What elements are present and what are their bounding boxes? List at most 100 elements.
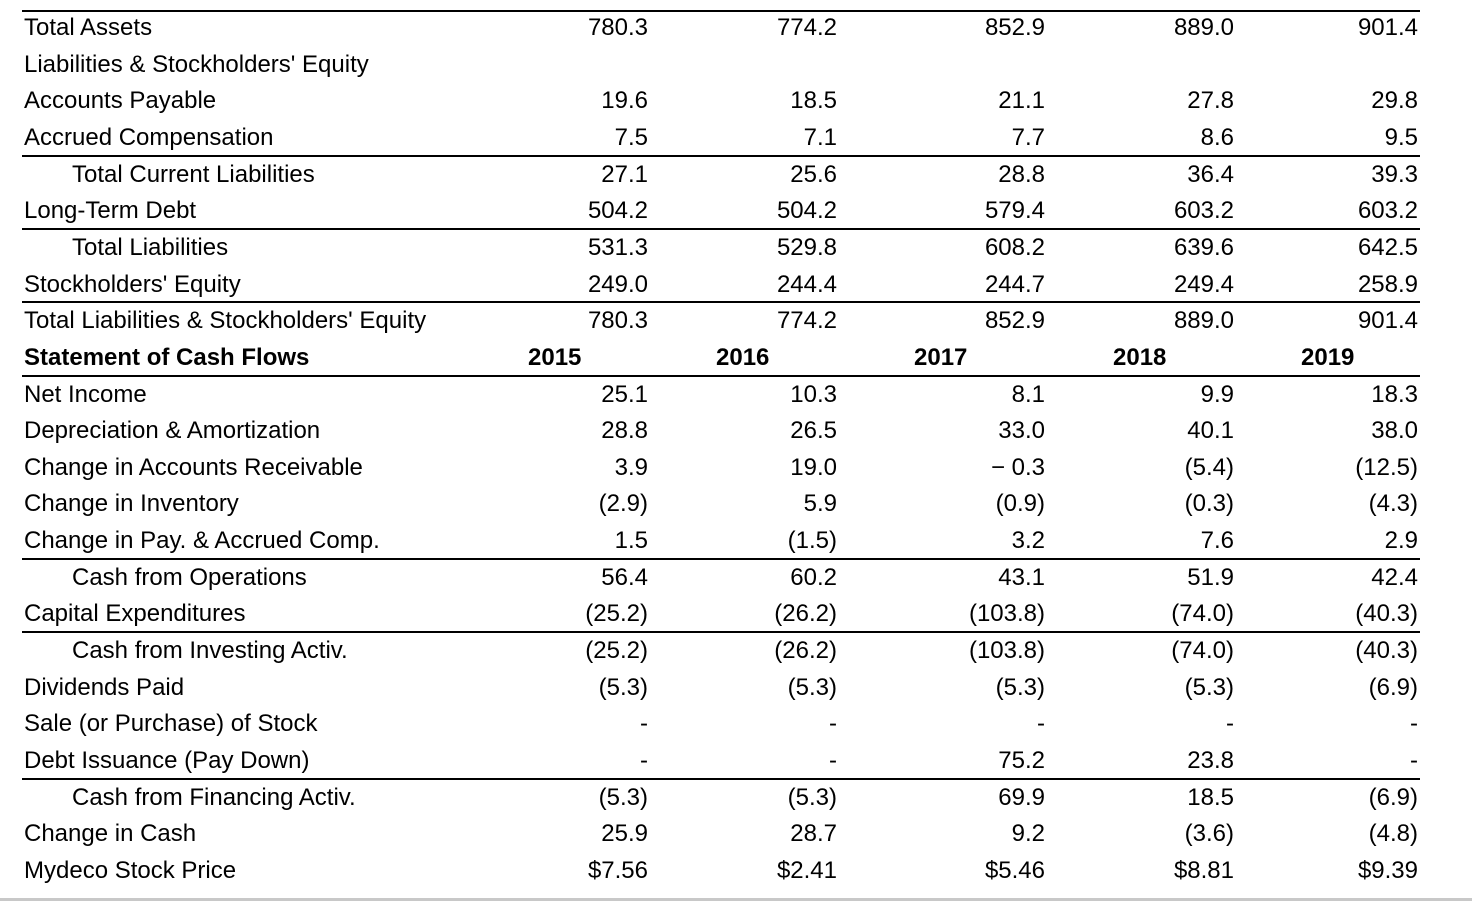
cell-value: (3.6) <box>1184 820 1234 848</box>
cell-value: 28.7 <box>790 820 837 848</box>
cell-value: 8.6 <box>1200 123 1234 151</box>
cell-value: 69.9 <box>998 783 1045 811</box>
cell-value: 26.5 <box>790 417 837 445</box>
cell-value: 27.1 <box>601 160 648 188</box>
cell-value: - <box>829 710 837 738</box>
row-label: Liabilities & Stockholders' Equity <box>24 50 369 78</box>
row-label: Long-Term Debt <box>24 197 197 225</box>
rule <box>22 227 1420 230</box>
cell-value: (5.3) <box>598 783 648 811</box>
rule <box>22 10 1420 12</box>
cell-value: (26.2) <box>774 600 837 628</box>
cell-value: (2.9) <box>598 490 648 518</box>
cell-value: 42.4 <box>1371 563 1418 591</box>
cell-value: (25.2) <box>585 600 648 628</box>
cell-value: (6.9) <box>1368 783 1418 811</box>
cell-value: 36.4 <box>1187 160 1234 188</box>
cell-value: 249.0 <box>587 270 648 298</box>
cell-value: 603.2 <box>1173 197 1234 225</box>
cell-value: 639.6 <box>1173 233 1234 261</box>
cell-value: 21.1 <box>998 87 1045 115</box>
year-header: 2015 <box>528 343 582 371</box>
rule <box>22 301 1420 304</box>
cell-value: 504.2 <box>776 197 837 225</box>
row-label: Total Current Liabilities <box>72 160 315 188</box>
cell-value: 27.8 <box>1187 87 1234 115</box>
row-label: Change in Pay. & Accrued Comp. <box>24 527 380 555</box>
cell-value: (5.3) <box>787 673 837 701</box>
cell-value: 901.4 <box>1357 14 1418 41</box>
cell-value: 25.6 <box>790 160 837 188</box>
cell-value: 25.1 <box>601 380 648 408</box>
row-label: Mydeco Stock Price <box>24 856 237 884</box>
cell-value: − 0.3 <box>990 453 1045 481</box>
rule <box>22 631 1420 634</box>
cell-value: (103.8) <box>968 600 1045 628</box>
row-label: Change in Cash <box>24 820 197 848</box>
row-label: Capital Expenditures <box>24 600 246 628</box>
row-label: Stockholders' Equity <box>24 270 241 298</box>
cell-value: (40.3) <box>1355 637 1418 665</box>
cell-value: (5.3) <box>1184 673 1234 701</box>
cell-value: (0.9) <box>995 490 1045 518</box>
cell-value: 29.8 <box>1371 87 1418 115</box>
cell-value: (12.5) <box>1355 453 1418 481</box>
cell-value: 40.1 <box>1187 417 1234 445</box>
row-label: Statement of Cash Flows <box>24 343 310 371</box>
row-label: Sale (or Purchase) of Stock <box>24 710 318 738</box>
cell-value: $8.81 <box>1173 856 1234 884</box>
year-header: 2019 <box>1301 343 1355 371</box>
cell-value: 7.6 <box>1200 527 1234 555</box>
row-label: Cash from Operations <box>72 563 307 591</box>
cell-value: 39.3 <box>1371 160 1418 188</box>
cell-value: 3.2 <box>1011 527 1045 555</box>
rule <box>22 154 1420 157</box>
cell-value: 889.0 <box>1173 307 1234 335</box>
cell-value: (0.3) <box>1184 490 1234 518</box>
row-label: Total Liabilities <box>72 233 229 261</box>
cell-value: 2.9 <box>1384 527 1418 555</box>
cell-value: 852.9 <box>984 307 1045 335</box>
cell-value: 901.4 <box>1357 307 1418 335</box>
cell-value: 28.8 <box>601 417 648 445</box>
cell-value: (74.0) <box>1171 600 1234 628</box>
cell-value: 23.8 <box>1187 747 1234 774</box>
cell-value: (4.3) <box>1368 490 1418 518</box>
cell-value: 258.9 <box>1357 270 1418 298</box>
cell-value: 56.4 <box>601 563 648 591</box>
row-label: Total Liabilities & Stockholders' Equity <box>24 307 427 335</box>
cell-value: - <box>1226 710 1234 738</box>
cell-value: 25.9 <box>601 820 648 848</box>
row-label: Change in Inventory <box>24 490 239 518</box>
cell-value: 19.0 <box>790 453 837 481</box>
cell-value: (25.2) <box>585 637 648 665</box>
cell-value: 780.3 <box>587 307 648 335</box>
rule <box>22 777 1420 780</box>
cell-value: 60.2 <box>790 563 837 591</box>
row-label: Dividends Paid <box>24 673 185 701</box>
cell-value: 18.5 <box>790 87 837 115</box>
year-header: 2017 <box>914 343 968 371</box>
row-label: Accrued Compensation <box>24 123 274 151</box>
cell-value: - <box>1410 710 1418 738</box>
row-label: Cash from Investing Activ. <box>72 637 348 665</box>
cell-value: 249.4 <box>1173 270 1234 298</box>
cell-value: 780.3 <box>587 14 648 41</box>
cell-value: 244.7 <box>984 270 1045 298</box>
rule <box>22 374 1420 377</box>
cell-value: 3.9 <box>614 453 648 481</box>
cell-value: (4.8) <box>1368 820 1418 848</box>
cell-value: 642.5 <box>1357 233 1418 261</box>
cell-value: $7.56 <box>587 856 648 884</box>
row-label: Net Income <box>24 380 147 408</box>
cell-value: 1.5 <box>614 527 648 555</box>
row-label: Total Assets <box>24 14 153 41</box>
cell-value: 5.9 <box>803 490 837 518</box>
cell-value: 529.8 <box>776 233 837 261</box>
cell-value: 28.8 <box>998 160 1045 188</box>
cell-value: 603.2 <box>1357 197 1418 225</box>
cell-value: - <box>1410 747 1418 774</box>
cell-value: (5.3) <box>598 673 648 701</box>
cell-value: (5.3) <box>995 673 1045 701</box>
cell-value: 889.0 <box>1173 14 1234 41</box>
